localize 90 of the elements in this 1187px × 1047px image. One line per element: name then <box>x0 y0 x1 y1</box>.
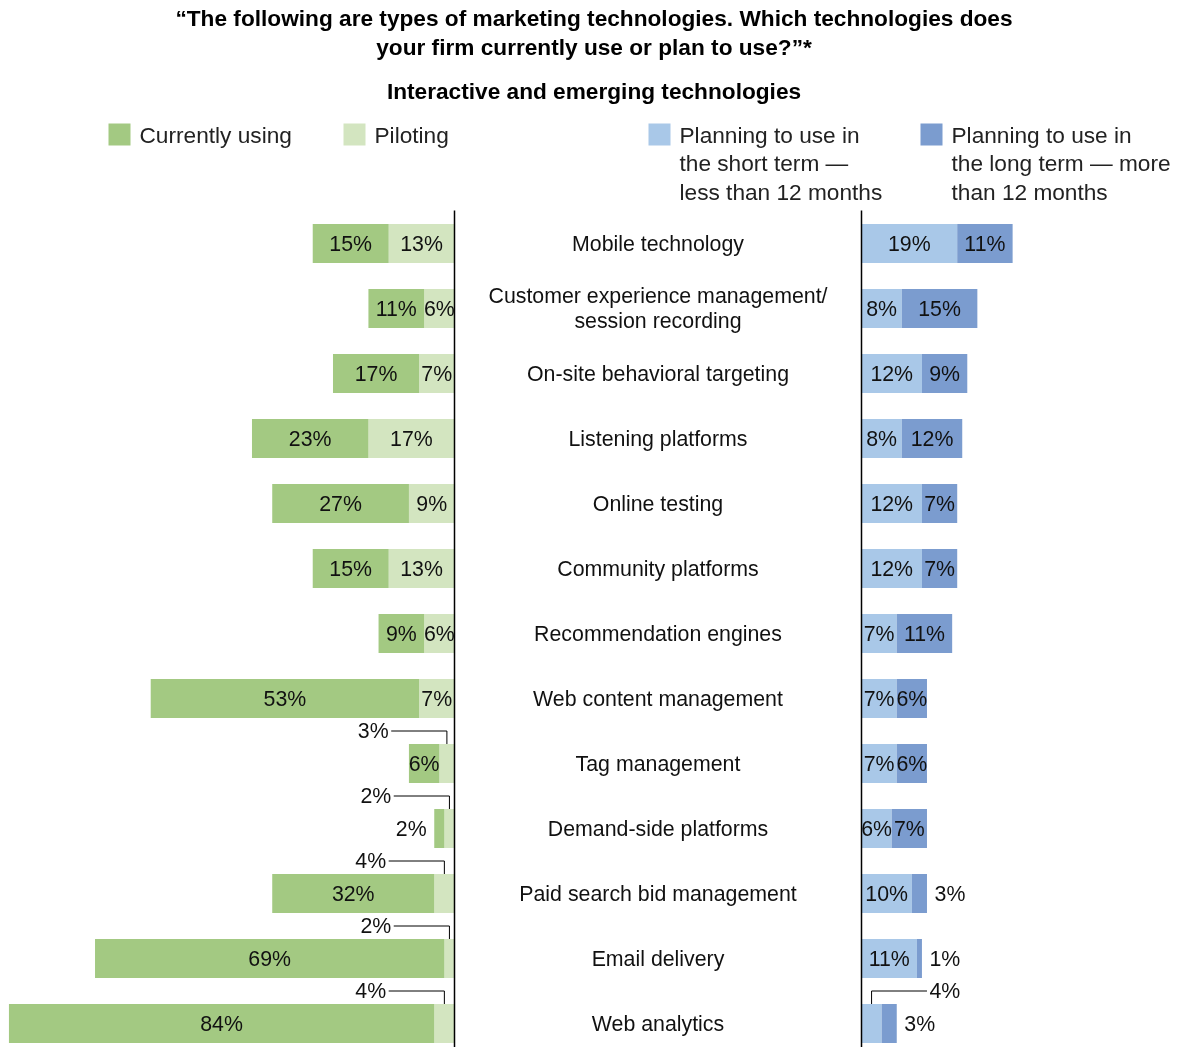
bar <box>251 419 369 458</box>
data-label: 12% <box>870 491 914 516</box>
bar <box>444 939 455 978</box>
data-label: 32% <box>331 881 375 906</box>
data-label: 7% <box>863 751 895 776</box>
data-label: 8% <box>866 426 898 451</box>
y-tick-label: Paid search bid management <box>519 881 797 906</box>
y-tick-label: Web content management <box>533 686 783 711</box>
data-label: 10% <box>865 881 909 906</box>
data-label: 7% <box>421 686 453 711</box>
bar <box>332 354 420 393</box>
data-label: 11% <box>903 621 946 646</box>
y-tick-label: On-site behavioral targeting <box>527 361 790 386</box>
data-label: 15% <box>329 231 373 256</box>
data-label: 53% <box>263 686 307 711</box>
data-label: 4% <box>929 979 961 1003</box>
data-label: 27% <box>319 491 362 516</box>
data-label: 2% <box>360 914 392 938</box>
bar <box>434 809 445 848</box>
data-label: 7% <box>421 361 453 386</box>
data-label: 17% <box>390 426 433 451</box>
bar <box>911 874 927 913</box>
legend-label: Planning to use in the long term — more than 12 months <box>951 121 1171 205</box>
bar <box>434 1004 455 1043</box>
data-label: 3% <box>357 719 389 743</box>
data-label: 12% <box>870 361 914 386</box>
bar <box>150 679 420 718</box>
data-label: 19% <box>888 231 931 256</box>
y-tick-label: Email delivery <box>591 946 725 971</box>
data-label: 11% <box>375 296 417 321</box>
data-label: 3% <box>904 1011 936 1036</box>
data-label: 12% <box>870 556 914 581</box>
data-label: 7% <box>893 816 925 841</box>
data-label: 23% <box>288 426 332 451</box>
bar <box>861 224 958 263</box>
data-label: 2% <box>360 784 392 808</box>
data-label: 7% <box>863 621 895 646</box>
data-label: 6% <box>896 751 928 776</box>
data-label: 4% <box>355 979 387 1003</box>
data-label: 15% <box>329 556 373 581</box>
data-label: 69% <box>248 946 292 971</box>
text: “The following are types of marketing technologies. Which technologies does your firm currently use or plan to use?”* <box>175 4 1013 61</box>
data-label: 7% <box>924 556 956 581</box>
data-label: 13% <box>400 231 443 256</box>
legend-label: Planning to use in the short term — less than 12 months <box>679 121 883 205</box>
data-label: 11% <box>868 946 910 971</box>
y-tick-label: Listening platforms <box>568 426 748 451</box>
data-label: 7% <box>924 491 956 516</box>
bar <box>272 484 409 523</box>
data-label: 6% <box>423 296 455 321</box>
data-label: 4% <box>355 849 387 873</box>
bar <box>861 1004 882 1043</box>
data-label: 13% <box>400 556 443 581</box>
bar <box>368 419 455 458</box>
data-label: 12% <box>910 426 954 451</box>
data-label: 15% <box>918 296 961 321</box>
y-tick-label: Web analytics <box>591 1011 725 1036</box>
data-label: 17% <box>354 361 398 386</box>
bar <box>916 939 922 978</box>
legend-label: Currently using <box>139 121 292 148</box>
bar <box>95 939 445 978</box>
data-label: 84% <box>200 1011 243 1036</box>
data-label: 7% <box>863 686 895 711</box>
bar <box>434 874 455 913</box>
bar <box>881 1004 897 1043</box>
data-label: 6% <box>861 816 893 841</box>
text: Interactive and emerging technologies <box>386 77 802 104</box>
bar <box>444 809 455 848</box>
data-label: 9% <box>385 621 417 646</box>
data-label: 9% <box>416 491 448 516</box>
data-label: 1% <box>929 946 961 971</box>
data-label: 6% <box>896 686 928 711</box>
data-label: 9% <box>929 361 961 386</box>
data-label: 2% <box>395 816 427 841</box>
bar <box>8 1004 435 1043</box>
y-tick-label: Online testing <box>592 491 724 516</box>
y-tick-label: Tag management <box>575 751 741 776</box>
bar <box>272 874 435 913</box>
y-tick-label: Mobile technology <box>572 231 745 256</box>
y-tick-label: Customer experience management/ session recording <box>488 283 828 334</box>
bar <box>439 744 455 783</box>
y-tick-label: Demand-side platforms <box>547 816 769 841</box>
legend-label: Piloting <box>374 121 449 148</box>
y-tick-label: Community platforms <box>557 556 759 581</box>
data-label: 11% <box>964 231 1006 256</box>
y-tick-label: Recommendation engines <box>534 621 782 646</box>
data-label: 6% <box>408 751 440 776</box>
data-label: 3% <box>934 881 966 906</box>
data-label: 8% <box>866 296 898 321</box>
data-label: 6% <box>423 621 455 646</box>
